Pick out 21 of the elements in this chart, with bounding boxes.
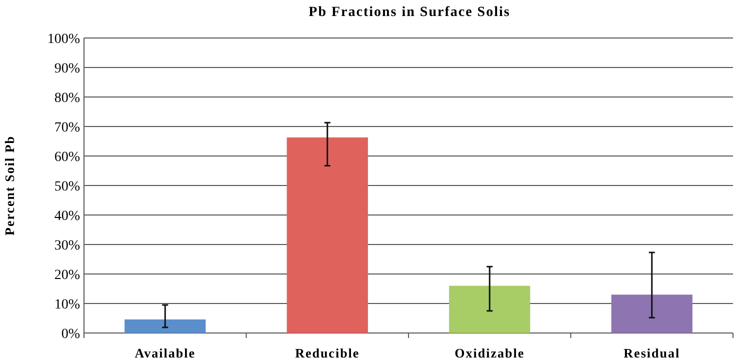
y-tick-label: 60%	[54, 150, 80, 165]
y-tick-label: 30%	[54, 238, 80, 254]
bar	[611, 294, 692, 333]
y-tick-label: 10%	[54, 297, 80, 312]
x-tick-label: Reducible	[295, 346, 360, 361]
y-tick-label: 50%	[54, 179, 80, 194]
y-tick-label: 70%	[54, 120, 80, 136]
bar	[286, 137, 368, 333]
y-tick-label: 0%	[61, 326, 80, 342]
y-axis-title: Percent Soil Pb	[2, 136, 17, 236]
x-tick-label: Available	[134, 346, 196, 361]
y-tick-label: 40%	[54, 208, 80, 224]
chart-title: Pb Fractions in Surface Solis	[308, 5, 510, 20]
y-tick-label: 20%	[54, 268, 80, 283]
y-tick-label: 90%	[54, 61, 80, 76]
x-tick-label: Residual	[624, 346, 680, 361]
bar	[449, 286, 530, 333]
bar	[124, 319, 206, 333]
y-tick-label: 80%	[54, 90, 80, 106]
y-tick-label: 100%	[47, 32, 80, 47]
x-tick-label: Oxidizable	[454, 346, 525, 361]
